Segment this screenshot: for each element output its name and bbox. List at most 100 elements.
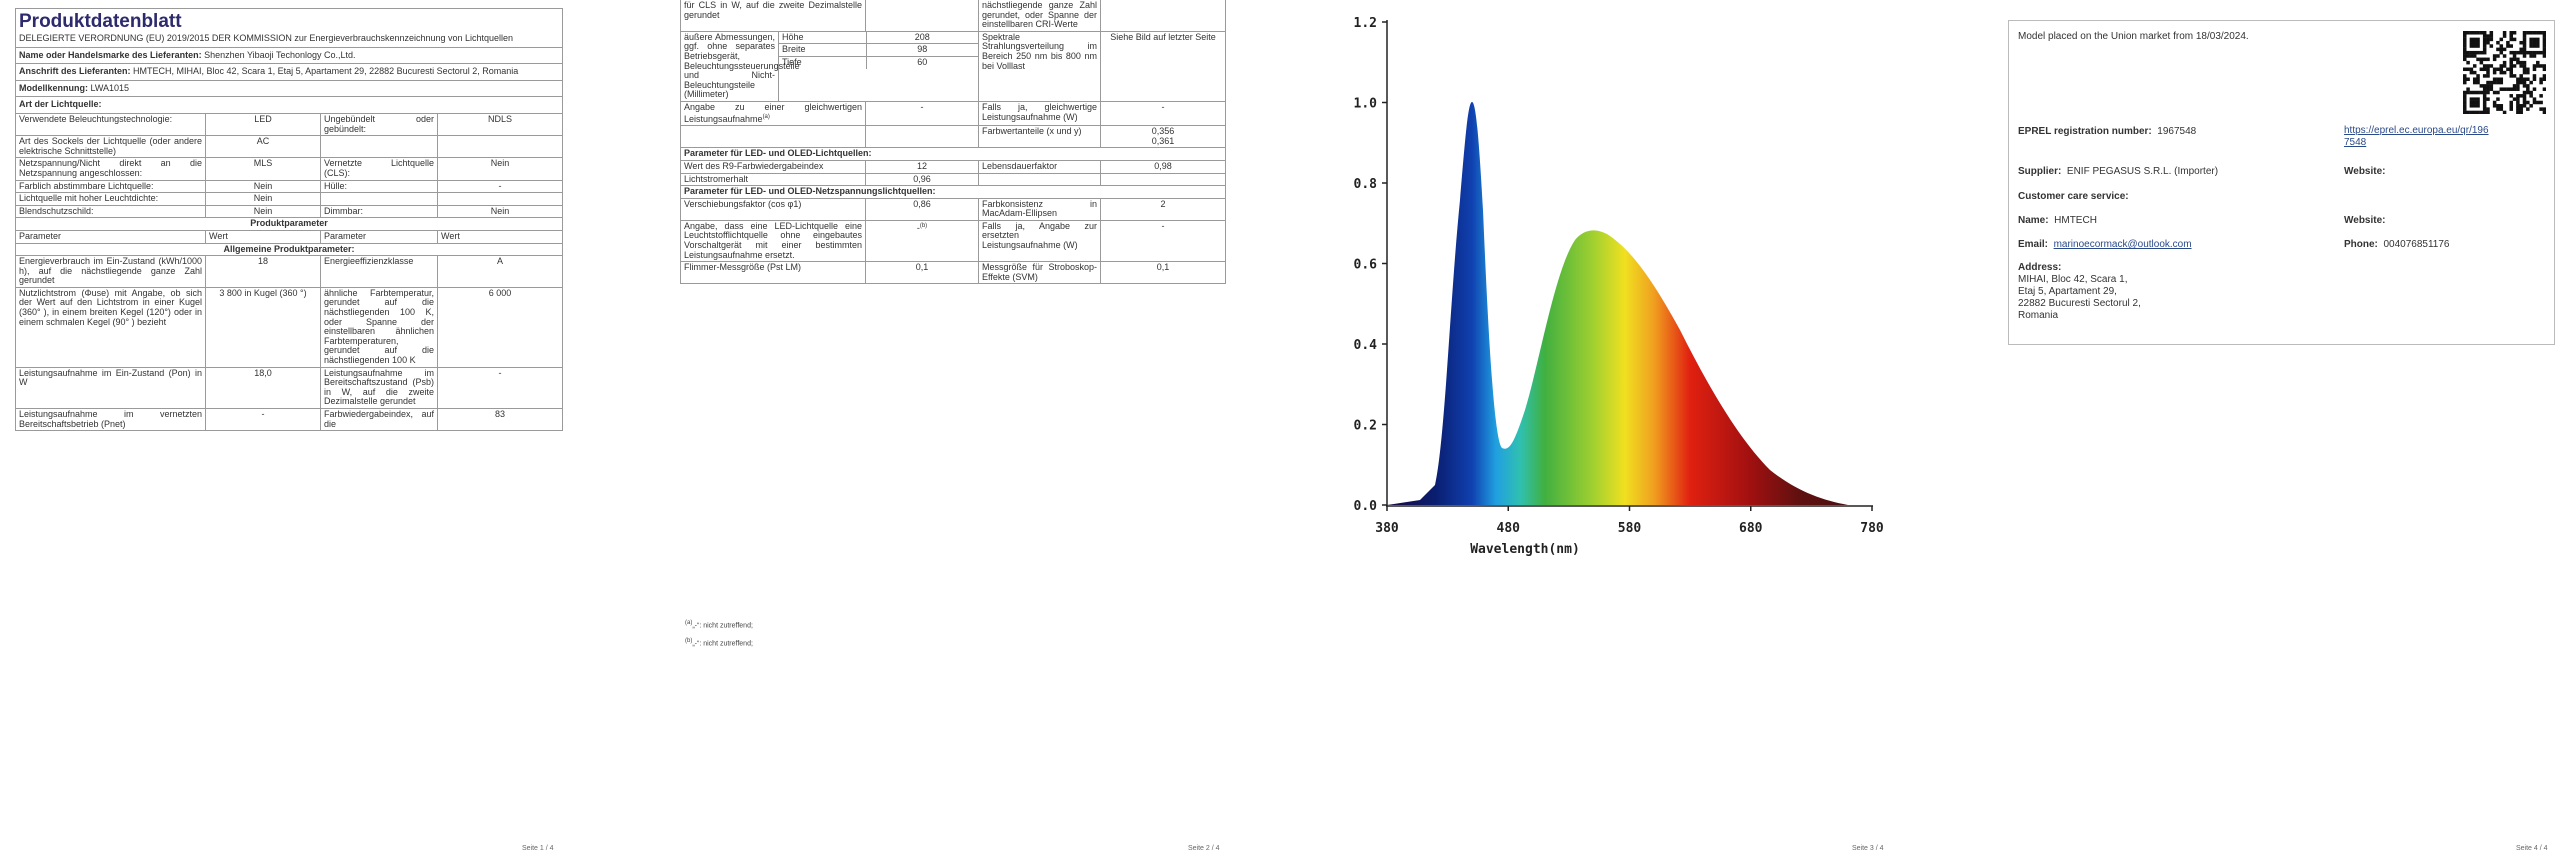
qr-module [2499,104,2504,108]
table-row: Blendschutzschild: Nein Dimmbar: Nein [15,204,564,219]
table-cell: 0,98 [1100,159,1227,174]
qr-module [2522,34,2527,38]
table-row: Parameter für LED- und OLED-Lichtquellen… [679,147,1227,161]
qr-module [2489,64,2494,68]
qr-module [2499,64,2504,68]
qr-module [2509,67,2513,72]
cell-text: 18 [257,256,268,267]
qr-module [2486,97,2490,101]
cell-text: Art des Sockels der Lichtquelle (oder an… [19,136,202,156]
qr-module [2463,104,2467,108]
qr-module [2542,74,2546,78]
qr-module [2536,60,2540,65]
qr-module [2492,90,2497,95]
address-line: 22882 Bucuresti Sectorul 2, [2018,298,2141,309]
cell-text: 0,1 [915,262,929,273]
table-cell: -(b) [865,219,980,263]
qr-module [2502,87,2507,91]
footnote: (b)„-“: nicht zutreffend; [685,638,753,647]
qr-module [2512,54,2517,58]
qr-module [2496,67,2500,72]
qr-module [2463,77,2467,81]
qr-module [2476,80,2480,85]
qr-module [2476,74,2480,78]
qr-module [2466,50,2470,55]
table-cell: 2 [1100,197,1227,221]
qr-module [2486,64,2490,68]
qr-module [2519,40,2523,45]
table-cell: Produktparameter [14,217,564,231]
qr-module [2506,87,2510,91]
qr-module [2532,50,2537,55]
table-cell: Netzspannung/Nicht direkt an die Netzspa… [15,157,206,181]
value: 1967548 [2157,126,2197,137]
eprel-link[interactable]: https://eprel.ec.europa.eu/qr/1967548 [2344,125,2489,148]
qr-module [2539,107,2543,111]
qr-module [2486,37,2490,42]
table-cell: Parameter [320,229,438,244]
qr-module [2512,74,2517,78]
page-footer: Seite 2 / 4 [1188,845,1220,852]
qr-module [2529,50,2533,55]
qr-module [2532,37,2537,42]
cell-text: Blendschutzschild: [19,205,94,216]
table-cell: Verwendete Beleuchtungstechnologie: [15,112,206,137]
cell-text: 0,86 [913,198,931,209]
table-row: Angabe, dass eine LED-Lichtquelle eine L… [679,219,1227,263]
x-tick-label: 680 [1739,521,1763,536]
qr-module [2472,44,2477,48]
cell-text: Farblich abstimmbare Lichtquelle: [19,180,154,191]
qr-module [2466,110,2470,114]
cell-text: Siehe Bild auf letzter Seite [1110,31,1216,42]
table-row: Parameter für LED- und OLED-Netzspannung… [679,185,1227,199]
qr-module [2496,80,2500,85]
qr-module [2509,104,2513,108]
qr-module [2542,40,2546,45]
qr-module [2463,40,2467,45]
value: ENIF PEGASUS S.R.L. (Importer) [2066,166,2219,177]
y-tick-label: 0.4 [1354,338,1378,353]
qr-module [2539,64,2543,68]
cell-text: Farbwiedergabeindex, auf die [324,409,434,429]
title: Produktdatenblatt [19,11,182,32]
table-row: Lichtquelle mit hoher Leuchtdichte: Nein [15,192,564,206]
qr-module [2463,100,2467,105]
table-cell: Leistungsaufnahme im vernetzten Bereitsc… [15,407,206,432]
page-footer: Seite 4 / 4 [2516,845,2548,852]
qr-module [2529,37,2533,42]
table-cell: Art der Lichtquelle: [14,96,564,114]
qr-module [2472,80,2477,85]
qr-module [2479,50,2484,55]
y-tick-label: 0.8 [1354,177,1378,192]
email-row: Email: marinoecormack@outlook.com [2018,239,2192,250]
table-cell: Falls ja, gleichwertige Leistungsaufnahm… [978,100,1102,127]
table-cell: ähnliche Farbtemperatur, gerundet auf di… [320,286,438,368]
table-cell: Angabe, dass eine LED-Lichtquelle eine L… [679,219,867,263]
email-link[interactable]: marinoecormack@outlook.com [2053,239,2192,250]
section-header: Parameter für LED- und OLED-Lichtquellen… [679,147,1227,161]
table-cell: LED [205,112,321,137]
qr-module [2469,90,2474,95]
table-cell: Lebensdauerfaktor [978,159,1102,174]
qr-module [2472,50,2477,55]
table-cell: Wert [436,229,564,244]
note-mark: (a) [762,113,770,120]
value: HMTECH [2054,215,2097,226]
table-row: Lichtstromerhalt 0,96 [679,172,1227,187]
qr-module [2499,70,2504,75]
qr-module [2472,77,2477,81]
table-cell: - [436,366,564,410]
spectrum-curve [1387,102,1848,505]
value: Shenzhen Yibaoji Techonlogy Co.,Ltd. [204,49,356,60]
qr-module [2472,90,2477,95]
website-label: Website: [2344,166,2386,177]
cell-line: 0,356 [1151,126,1175,137]
dimension-value: 60 [865,56,979,69]
qr-module [2466,31,2470,35]
qr-module [2516,104,2520,108]
qr-module [2509,60,2513,65]
qr-module [2509,31,2513,35]
qr-module [2509,87,2513,91]
table-row: Netzspannung/Nicht direkt an die Netzspa… [15,157,564,181]
qr-module [2463,57,2467,62]
